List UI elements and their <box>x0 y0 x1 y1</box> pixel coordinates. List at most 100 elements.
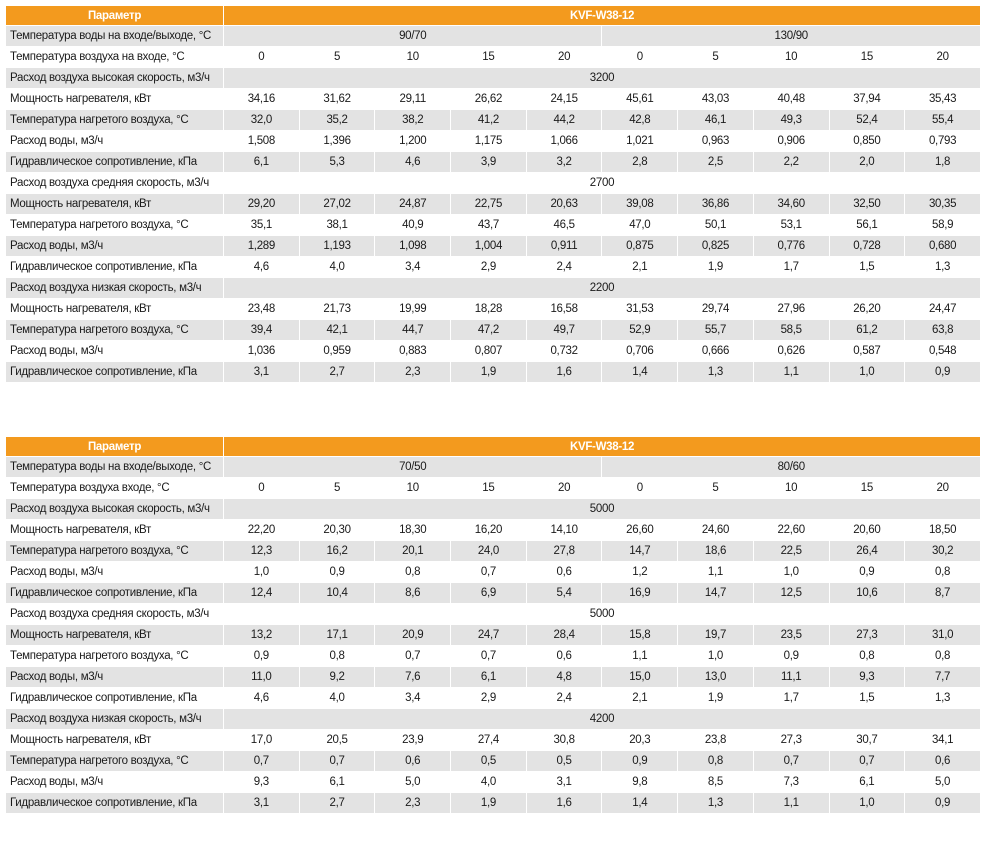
table-row: Температура нагретого воздуха, °C 12,3 16,… <box>5 540 981 562</box>
table-row: Параметр KVF-W38-12 <box>5 5 981 26</box>
cell: 6,1 <box>223 151 300 173</box>
table-row: Гидравлическое сопротивление, кПа 4,6 4,0 3… <box>5 687 981 709</box>
cell: 13,2 <box>223 624 300 646</box>
cell: 1,7 <box>752 687 830 709</box>
data-table: Параметр KVF-W38-12 Температура воды на вх… <box>5 5 981 383</box>
row-label: Температура нагретого воздуха, °C <box>5 645 224 667</box>
header-cell: KVF-W38-12 <box>223 436 981 457</box>
row-label: Температура нагретого воздуха, °C <box>5 540 224 562</box>
cell: 18,28 <box>450 298 527 320</box>
cell: 49,3 <box>752 109 830 131</box>
cell: 0 <box>223 46 300 68</box>
header-cell: Параметр <box>5 5 224 26</box>
cell: 0,706 <box>601 340 679 362</box>
cell: 1,8 <box>904 151 981 173</box>
cell: 5 <box>677 46 754 68</box>
cell: 0,548 <box>904 340 981 362</box>
table-row: Мощность нагревателя, кВт 34,16 31,62 29,11… <box>5 88 981 110</box>
cell: 1,200 <box>374 130 452 152</box>
row-label: Мощность нагревателя, кВт <box>5 624 224 646</box>
group-cell: 130/90 <box>601 25 981 47</box>
cell: 34,60 <box>752 193 830 215</box>
cell: 16,20 <box>450 519 527 541</box>
cell: 40,9 <box>374 214 452 236</box>
cell: 5 <box>677 477 754 499</box>
cell: 20,9 <box>374 624 452 646</box>
cell: 1,036 <box>223 340 300 362</box>
cell: 2,5 <box>677 151 754 173</box>
cell: 12,3 <box>223 540 300 562</box>
cell: 20,63 <box>525 193 603 215</box>
cell: 14,7 <box>601 540 679 562</box>
cell: 1,066 <box>525 130 603 152</box>
cell: 42,8 <box>601 109 679 131</box>
cell: 29,20 <box>223 193 300 215</box>
cell: 0,6 <box>904 750 981 772</box>
cell: 16,2 <box>298 540 376 562</box>
section-value: 5000 <box>223 498 981 520</box>
cell: 1,5 <box>828 687 906 709</box>
cell: 43,03 <box>677 88 754 110</box>
cell: 1,0 <box>828 361 906 383</box>
cell: 34,16 <box>223 88 300 110</box>
table-row: Температура нагретого воздуха, °C 0,9 0,8 0… <box>5 645 981 667</box>
group-cell: 80/60 <box>601 456 981 478</box>
cell: 1,193 <box>298 235 376 257</box>
cell: 20,3 <box>601 729 679 751</box>
cell: 3,1 <box>223 361 300 383</box>
cell: 6,1 <box>298 771 376 793</box>
cell: 0,8 <box>298 645 376 667</box>
cell: 4,8 <box>525 666 603 688</box>
cell: 11,1 <box>752 666 830 688</box>
cell: 0,9 <box>828 561 906 583</box>
cell: 20 <box>525 477 603 499</box>
cell: 0,875 <box>601 235 679 257</box>
table-row: Температура воды на входе/выходе, °C 90/7… <box>5 25 981 47</box>
cell: 2,3 <box>374 792 452 814</box>
cell: 29,74 <box>677 298 754 320</box>
cell: 2,2 <box>752 151 830 173</box>
cell: 20 <box>904 46 981 68</box>
cell: 0,7 <box>374 645 452 667</box>
table-row: Расход воздуха высокая скорость, м3/ч 320… <box>5 67 981 89</box>
cell: 6,9 <box>450 582 527 604</box>
cell: 1,0 <box>828 792 906 814</box>
table-row: Расход воздуха средняя скорость, м3/ч 500… <box>5 603 981 625</box>
cell: 1,4 <box>601 361 679 383</box>
cell: 0,732 <box>525 340 603 362</box>
cell: 0,9 <box>904 792 981 814</box>
cell: 15 <box>450 46 527 68</box>
cell: 0,911 <box>525 235 603 257</box>
cell: 27,4 <box>450 729 527 751</box>
cell: 1,3 <box>677 361 754 383</box>
cell: 15 <box>828 477 906 499</box>
group-cell: 70/50 <box>222 456 603 478</box>
section-value: 2200 <box>223 277 981 299</box>
cell: 3,9 <box>450 151 527 173</box>
cell: 4,6 <box>223 256 300 278</box>
cell: 1,9 <box>450 792 527 814</box>
cell: 0,776 <box>752 235 830 257</box>
cell: 45,61 <box>601 88 679 110</box>
section-label: Расход воздуха высокая скорость, м3/ч <box>5 498 224 520</box>
cell: 0 <box>223 477 300 499</box>
cell: 39,08 <box>601 193 679 215</box>
cell: 24,47 <box>904 298 981 320</box>
cell: 9,3 <box>223 771 300 793</box>
cell: 55,4 <box>904 109 981 131</box>
row-label: Расход воды, м3/ч <box>5 561 224 583</box>
cell: 22,75 <box>450 193 527 215</box>
cell: 0,9 <box>752 645 830 667</box>
cell: 5,3 <box>298 151 376 173</box>
cell: 46,5 <box>525 214 603 236</box>
cell: 26,60 <box>601 519 679 541</box>
cell: 0,7 <box>223 750 300 772</box>
cell: 5 <box>298 477 376 499</box>
cell: 53,1 <box>752 214 830 236</box>
cell: 61,2 <box>828 319 906 341</box>
cell: 43,7 <box>450 214 527 236</box>
table-body: Параметр KVF-W38-12 Температура воды на вх… <box>5 436 981 814</box>
cell: 22,20 <box>223 519 300 541</box>
row-label: Гидравлическое сопротивление, кПа <box>5 792 224 814</box>
cell: 28,4 <box>525 624 603 646</box>
